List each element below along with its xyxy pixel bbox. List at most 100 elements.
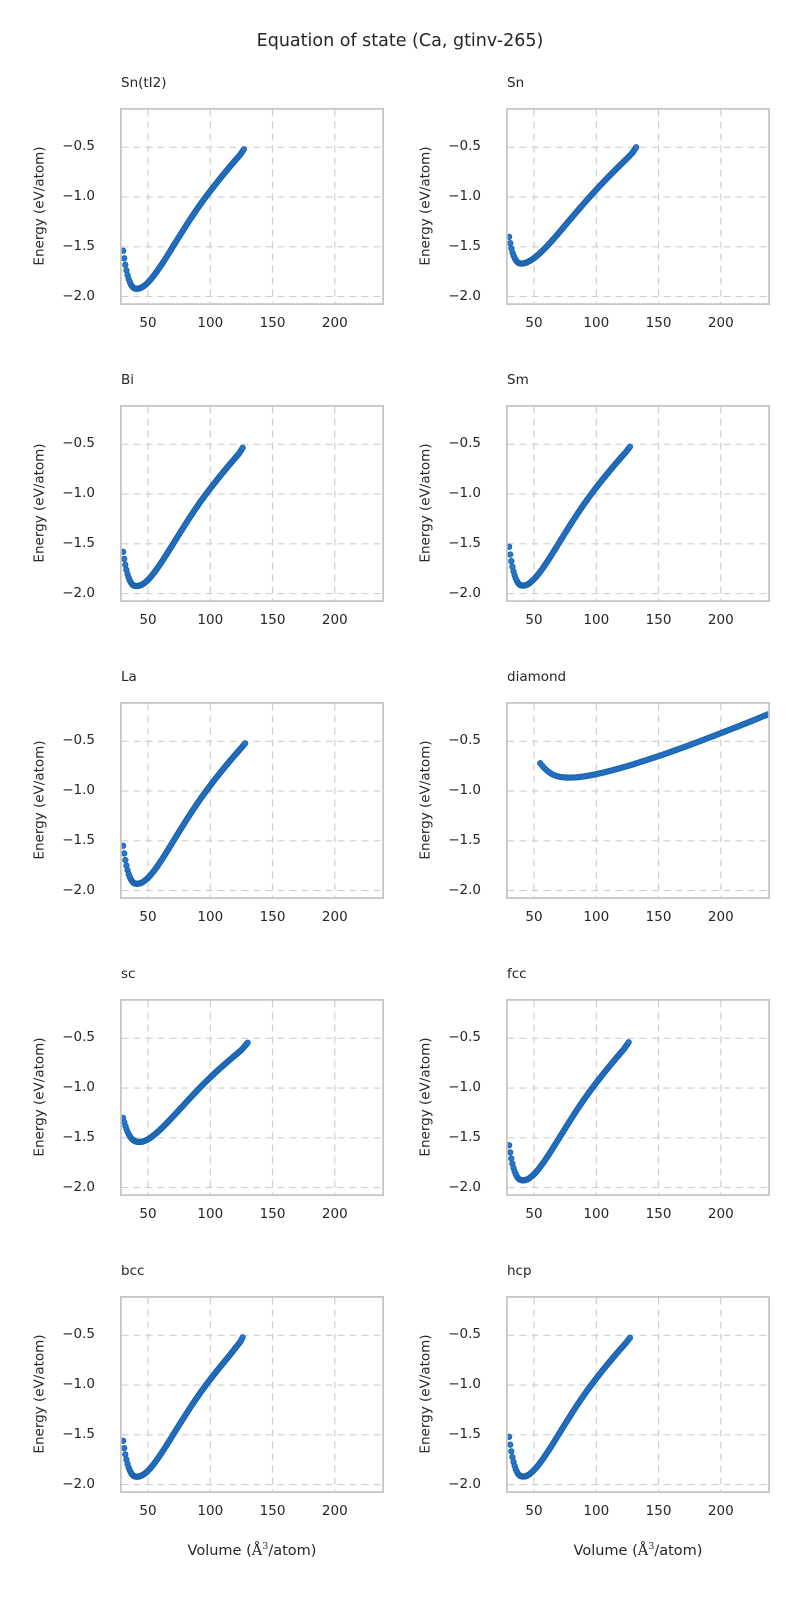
x-tick-label: 150	[645, 612, 672, 628]
x-tick-label: 200	[321, 612, 348, 628]
y-tick-label: −1.5	[448, 831, 481, 848]
plot-area-diamond	[506, 702, 770, 899]
x-tick-label: 200	[707, 315, 734, 331]
data-series-la	[120, 740, 249, 887]
y-tick-label: −1.0	[62, 485, 95, 502]
x-tick-label: 200	[707, 612, 734, 628]
subplot-title-la: La	[121, 669, 137, 685]
subplot-title-bi: Bi	[121, 372, 135, 388]
y-tick-label: −2.0	[448, 287, 481, 304]
y-tick-label: −0.5	[448, 138, 481, 155]
y-tick-label: −0.5	[62, 1326, 95, 1343]
x-tick-label: 150	[645, 315, 672, 331]
x-tick-label: 200	[707, 1503, 734, 1519]
y-tick-label: −1.5	[448, 237, 481, 254]
axes-frame	[506, 108, 770, 305]
y-axis-label: Energy (eV/atom)	[417, 739, 433, 860]
angstrom-symbol: Å3	[637, 1541, 655, 1559]
subplot-title-diamond: diamond	[507, 669, 567, 685]
y-tick-label: −1.0	[448, 782, 481, 799]
y-axis-label: Energy (eV/atom)	[31, 145, 47, 266]
figure-title: Equation of state (Ca, gtinv-265)	[256, 31, 544, 51]
y-axis-label: Energy (eV/atom)	[31, 739, 47, 860]
x-tick-label: 150	[259, 1503, 286, 1519]
x-tick-label: 150	[259, 1206, 286, 1222]
x-tick-label: 200	[321, 909, 348, 925]
x-tick-label: 100	[197, 315, 224, 331]
y-axis-label: Energy (eV/atom)	[417, 1333, 433, 1454]
plot-area-sn-ti2	[120, 108, 384, 305]
subplot-title-sn-ti2: Sn(tI2)	[121, 75, 167, 91]
x-tick-label: 150	[645, 1206, 672, 1222]
axes-frame	[120, 999, 384, 1196]
angstrom-symbol: Å3	[251, 1541, 269, 1559]
x-tick-label: 100	[583, 909, 610, 925]
x-tick-label: 50	[139, 1206, 157, 1222]
y-tick-label: −0.5	[448, 732, 481, 749]
data-series-sm	[506, 443, 634, 589]
x-tick-label: 100	[583, 1206, 610, 1222]
x-tick-label: 150	[645, 909, 672, 925]
x-tick-label: 100	[197, 612, 224, 628]
x-tick-label: 50	[139, 909, 157, 925]
y-tick-label: −1.0	[62, 188, 95, 205]
x-tick-label: 200	[321, 1206, 348, 1222]
plot-area-fcc	[506, 999, 770, 1196]
y-tick-label: −0.5	[62, 1029, 95, 1046]
axes-frame	[506, 999, 770, 1196]
x-tick-label: 50	[525, 1206, 543, 1222]
y-tick-label: −1.5	[62, 1425, 95, 1442]
y-tick-label: −1.5	[62, 831, 95, 848]
y-tick-label: −2.0	[448, 584, 481, 601]
y-tick-label: −2.0	[448, 1475, 481, 1492]
x-tick-label: 150	[645, 1503, 672, 1519]
plot-area-sc	[120, 999, 384, 1196]
y-axis-label: Energy (eV/atom)	[417, 145, 433, 266]
subplot-title-hcp: hcp	[507, 1263, 532, 1279]
y-tick-label: −1.5	[448, 534, 481, 551]
x-tick-label: 100	[583, 612, 610, 628]
x-tick-label: 200	[707, 909, 734, 925]
y-tick-label: −0.5	[448, 1029, 481, 1046]
y-tick-label: −1.5	[448, 1128, 481, 1145]
axes-frame	[120, 702, 384, 899]
plot-area-sm	[506, 405, 770, 602]
x-tick-label: 50	[139, 315, 157, 331]
data-series-sn	[506, 144, 640, 267]
data-series-fcc	[506, 1039, 632, 1184]
x-tick-label: 100	[197, 1503, 224, 1519]
y-tick-label: −0.5	[62, 435, 95, 452]
y-tick-label: −1.0	[448, 1079, 481, 1096]
y-axis-label: Energy (eV/atom)	[31, 442, 47, 563]
x-tick-label: 50	[139, 1503, 157, 1519]
plot-area-bcc	[120, 1296, 384, 1493]
subplot-title-bcc: bcc	[121, 1263, 145, 1279]
axes-frame	[506, 405, 770, 602]
y-tick-label: −2.0	[62, 584, 95, 601]
y-tick-label: −2.0	[62, 1475, 95, 1492]
data-series-diamond	[537, 711, 770, 781]
y-tick-label: −1.5	[62, 534, 95, 551]
y-axis-label: Energy (eV/atom)	[31, 1036, 47, 1157]
y-tick-label: −1.5	[62, 1128, 95, 1145]
y-tick-label: −0.5	[448, 435, 481, 452]
subplot-title-sc: sc	[121, 966, 136, 982]
data-series-hcp	[506, 1334, 634, 1480]
x-tick-label: 200	[707, 1206, 734, 1222]
y-tick-label: −2.0	[448, 1178, 481, 1195]
y-tick-label: −2.0	[62, 287, 95, 304]
subplot-title-sm: Sm	[507, 372, 529, 388]
x-tick-label: 50	[525, 315, 543, 331]
subplot-title-fcc: fcc	[507, 966, 527, 982]
axes-frame	[120, 108, 384, 305]
y-axis-label: Energy (eV/atom)	[417, 1036, 433, 1157]
y-tick-label: −0.5	[448, 1326, 481, 1343]
x-tick-label: 50	[139, 612, 157, 628]
x-tick-label: 50	[525, 1503, 543, 1519]
plot-area-sn	[506, 108, 770, 305]
x-tick-label: 150	[259, 612, 286, 628]
y-tick-label: −0.5	[62, 732, 95, 749]
x-tick-label: 100	[583, 315, 610, 331]
data-series-bi	[120, 444, 246, 590]
